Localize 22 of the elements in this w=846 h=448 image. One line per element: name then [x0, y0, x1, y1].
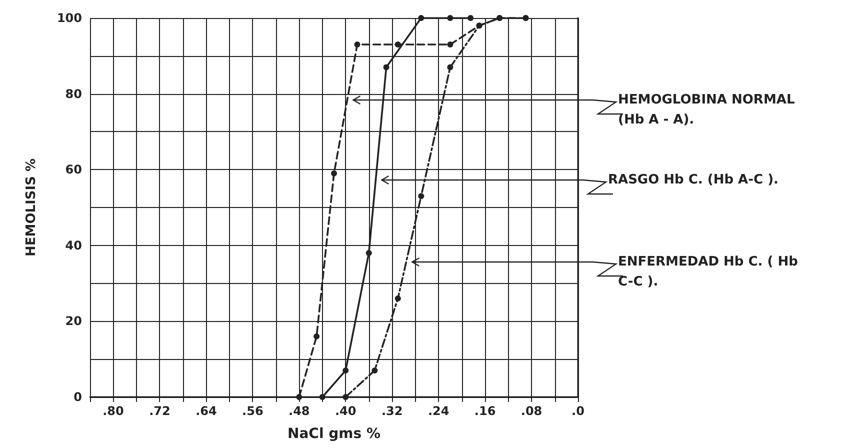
text: HEMOGLOBINA NORMAL (Hb A - A).	[618, 92, 800, 128]
x-tick-label: .08	[520, 404, 542, 418]
y-tick-label: 40	[65, 238, 82, 252]
text: RASGO Hb C. (Hb A-C ).	[608, 172, 778, 188]
x-tick-label: .32	[381, 404, 403, 418]
x-tick-label: .80	[102, 404, 124, 418]
y-tick-label: 100	[56, 11, 82, 25]
y-tick-label: 80	[65, 86, 82, 101]
x-tick-label: .40	[334, 404, 356, 418]
x-tick-label: .72	[149, 404, 170, 418]
y-tick-label: 0	[74, 390, 82, 404]
x-tick-label: .56	[242, 404, 264, 418]
x-tick-label: .24	[428, 404, 450, 418]
y-axis-title: HEMOLISIS %	[24, 158, 39, 256]
x-tick-label: .0	[572, 404, 584, 418]
text: ENFERMEDAD Hb C. ( Hb C-C ).	[618, 254, 802, 290]
x-tick-label: .64	[196, 404, 217, 418]
y-tick-label: 60	[65, 162, 82, 177]
x-tick-label: .48	[288, 404, 310, 418]
x-axis-title: NaCl gms %	[288, 426, 380, 442]
x-tick-label: .16	[474, 404, 496, 418]
y-tick-label: 20	[65, 314, 82, 328]
